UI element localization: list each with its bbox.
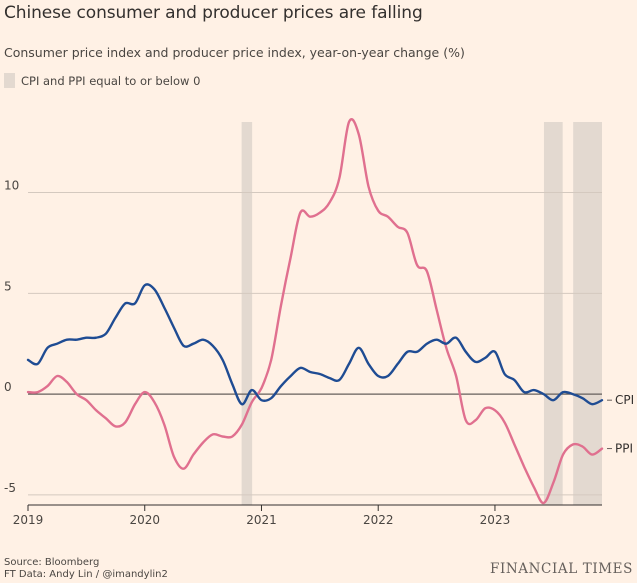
shaded-period-3	[573, 122, 602, 505]
x-tick-label: 2021	[246, 513, 277, 527]
series-end-label-cpi: CPI	[615, 393, 634, 407]
source-note: Source: Bloomberg FT Data: Andy Lin / @i…	[4, 557, 168, 581]
source-text: Source: Bloomberg	[4, 557, 100, 568]
y-tick-label: 10	[4, 179, 19, 193]
y-tick-label: -5	[4, 481, 16, 495]
gridlines	[28, 192, 602, 496]
shaded-period-2	[543, 122, 563, 505]
x-axis: 2019 2020 2021 2022 2023	[13, 504, 602, 527]
credit-text: FT Data: Andy Lin / @imandylin2	[4, 569, 168, 580]
x-tick-label: 2022	[363, 513, 394, 527]
x-tick-label: 2023	[480, 513, 511, 527]
chart-subtitle: Consumer price index and producer price …	[4, 45, 465, 60]
series-line-cpi	[26, 283, 604, 406]
ft-logo-text: FINANCIAL TIMES	[489, 561, 633, 577]
series-end-labels: PPI CPI	[607, 393, 634, 456]
y-tick-label: 0	[4, 380, 12, 394]
y-axis-labels: -5 0 5 10	[4, 179, 19, 495]
series-end-label-ppi: PPI	[615, 442, 633, 456]
x-tick-label: 2020	[129, 513, 160, 527]
y-tick-label: 5	[4, 279, 12, 293]
x-tick-label: 2019	[13, 513, 44, 527]
series-line-ppi	[26, 118, 604, 505]
shaded-period-1	[241, 122, 253, 505]
legend-swatch-shaded	[4, 73, 15, 88]
legend-label: CPI and PPI equal to or below 0	[21, 73, 201, 88]
chart-title: Chinese consumer and producer prices are…	[4, 3, 423, 23]
series-lines	[26, 118, 604, 505]
legend: CPI and PPI equal to or below 0	[4, 73, 200, 88]
shaded-periods	[241, 122, 602, 505]
